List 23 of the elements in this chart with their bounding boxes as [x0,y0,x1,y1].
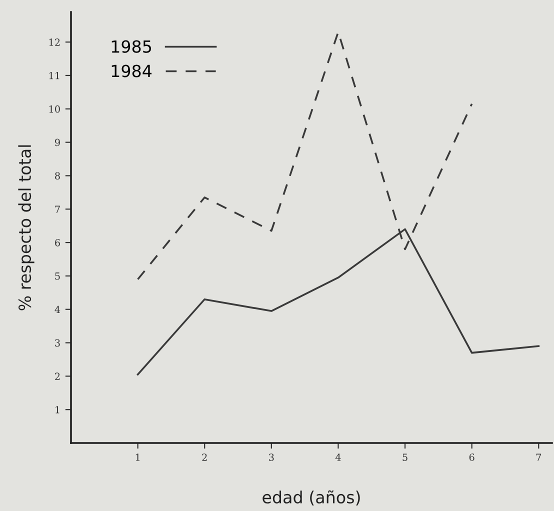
y-tick-label: 2 [55,372,60,380]
y-tick-label: 10 [49,105,60,113]
y-tick-label: 12 [49,38,60,46]
x-tick-label: 3 [269,454,274,461]
x-tick-label: 1 [136,454,140,461]
y-tick-label: 6 [55,239,60,246]
y-tick-label: 8 [55,172,60,180]
x-tick-label: 6 [469,454,474,461]
y-axis-title: % respecto del total [18,145,34,310]
y-tick-label: 4 [54,306,60,314]
x-tick-label: 4 [335,454,341,461]
y-tick-label: 3 [55,339,60,347]
x-tick-label: 7 [536,454,542,461]
x-tick-label: 2 [202,454,207,461]
legend-label: 1984 [112,64,152,78]
legend-label: 1985 [112,40,152,53]
y-tick-label: 11 [49,72,60,80]
x-axis-title: edad (años) [262,490,360,506]
y-tick-label: 7 [55,206,60,213]
y-tick-label: 5 [55,272,60,280]
y-tick-label: 1 [56,406,60,414]
y-tick-label: 9 [55,138,60,146]
x-tick-label: 5 [402,454,408,461]
